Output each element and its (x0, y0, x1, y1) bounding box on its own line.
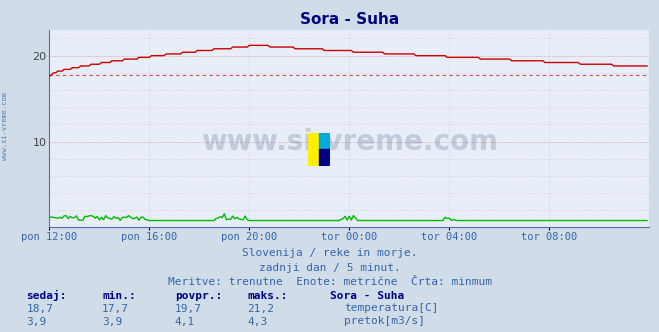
Bar (319, 149, 330, 166)
Bar (308, 133, 319, 166)
Text: 17,7: 17,7 (102, 304, 129, 314)
Text: 4,1: 4,1 (175, 317, 195, 327)
Text: 19,7: 19,7 (175, 304, 202, 314)
Title: Sora - Suha: Sora - Suha (300, 12, 399, 27)
Text: 21,2: 21,2 (247, 304, 274, 314)
Text: pretok[m3/s]: pretok[m3/s] (344, 316, 425, 326)
Text: min.:: min.: (102, 291, 136, 301)
Text: Sora - Suha: Sora - Suha (330, 291, 404, 301)
Text: 3,9: 3,9 (26, 317, 47, 327)
Text: Slovenija / reke in morje.: Slovenija / reke in morje. (242, 248, 417, 258)
Text: 3,9: 3,9 (102, 317, 123, 327)
Text: Meritve: trenutne  Enote: metrične  Črta: minmum: Meritve: trenutne Enote: metrične Črta: … (167, 277, 492, 287)
Text: zadnji dan / 5 minut.: zadnji dan / 5 minut. (258, 263, 401, 273)
Text: temperatura[C]: temperatura[C] (344, 303, 438, 313)
Text: www.si-vreme.com: www.si-vreme.com (2, 92, 9, 160)
Text: 18,7: 18,7 (26, 304, 53, 314)
Text: 4,3: 4,3 (247, 317, 268, 327)
Text: www.si-vreme.com: www.si-vreme.com (201, 128, 498, 156)
Text: sedaj:: sedaj: (26, 290, 67, 301)
Bar (319, 133, 330, 149)
Text: povpr.:: povpr.: (175, 291, 222, 301)
Text: maks.:: maks.: (247, 291, 287, 301)
